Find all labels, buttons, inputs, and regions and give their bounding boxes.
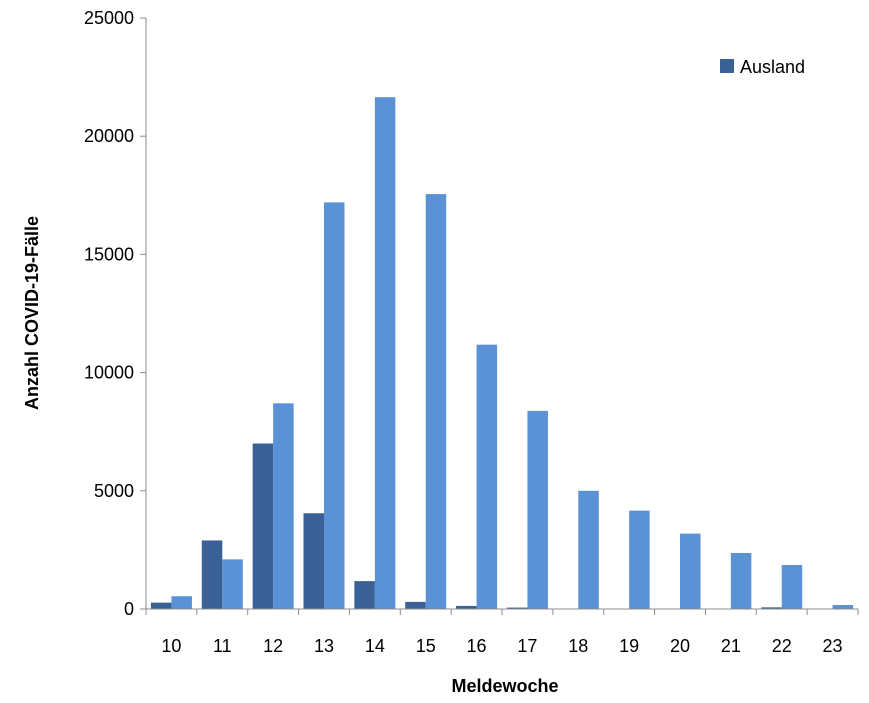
x-tick-label: 11 — [213, 636, 232, 656]
y-tick-label: 0 — [124, 599, 134, 619]
bar-ausland — [354, 581, 375, 609]
x-tick-label: 18 — [568, 636, 588, 656]
bar-series-2 — [832, 604, 854, 609]
x-tick-label: 14 — [365, 636, 385, 656]
bar-ausland — [405, 601, 426, 609]
x-tick-label: 13 — [314, 636, 334, 656]
x-axis-title: Meldewoche — [451, 676, 558, 696]
bar-series-2 — [680, 533, 701, 609]
y-tick-label: 15000 — [84, 244, 134, 264]
bar-series-2 — [273, 403, 294, 609]
legend-label-ausland: Ausland — [740, 57, 805, 77]
bar-ausland — [761, 607, 782, 609]
bar-series-2 — [374, 97, 396, 609]
x-tick-label: 17 — [517, 636, 537, 656]
bar-series-2 — [324, 202, 345, 609]
y-tick-label: 5000 — [94, 481, 134, 501]
x-axis-ticks: 10 11 12 13 14 15 16 17 18 19 20 21 22 23 — [145, 609, 859, 656]
x-tick-label: 15 — [416, 636, 436, 656]
x-tick-label: 10 — [161, 636, 181, 656]
legend-swatch-ausland — [720, 59, 734, 73]
bar-ausland — [201, 540, 223, 609]
bar-series-2 — [578, 490, 599, 609]
bar-ausland — [506, 607, 528, 609]
x-tick-label: 23 — [823, 636, 843, 656]
bar-series-2 — [476, 344, 498, 609]
bar-series-2 — [629, 510, 650, 609]
bar-ausland — [150, 602, 172, 609]
bar-series-2 — [781, 565, 803, 609]
bar-ausland — [456, 605, 477, 609]
y-tick-label: 25000 — [84, 8, 134, 28]
x-tick-label: 19 — [619, 636, 639, 656]
bar-series-2 — [425, 194, 447, 610]
x-tick-label: 22 — [772, 636, 792, 656]
bar-series-2 — [222, 559, 243, 609]
y-tick-label: 20000 — [84, 126, 134, 146]
bars-group — [150, 97, 854, 610]
x-tick-label: 21 — [721, 636, 741, 656]
bar-series-2 — [171, 596, 192, 609]
bar-series-2 — [527, 410, 548, 609]
legend: Ausland — [720, 57, 805, 77]
bar-ausland — [303, 513, 324, 609]
bar-series-2 — [730, 552, 752, 609]
x-tick-label: 16 — [467, 636, 487, 656]
y-axis-title: Anzahl COVID-19-Fälle — [22, 216, 42, 410]
x-tick-label: 12 — [263, 636, 283, 656]
y-tick-label: 10000 — [84, 363, 134, 383]
bar-ausland — [252, 443, 274, 609]
y-axis-ticks: 0 5000 10000 15000 20000 25000 — [84, 8, 146, 619]
x-tick-label: 20 — [670, 636, 690, 656]
